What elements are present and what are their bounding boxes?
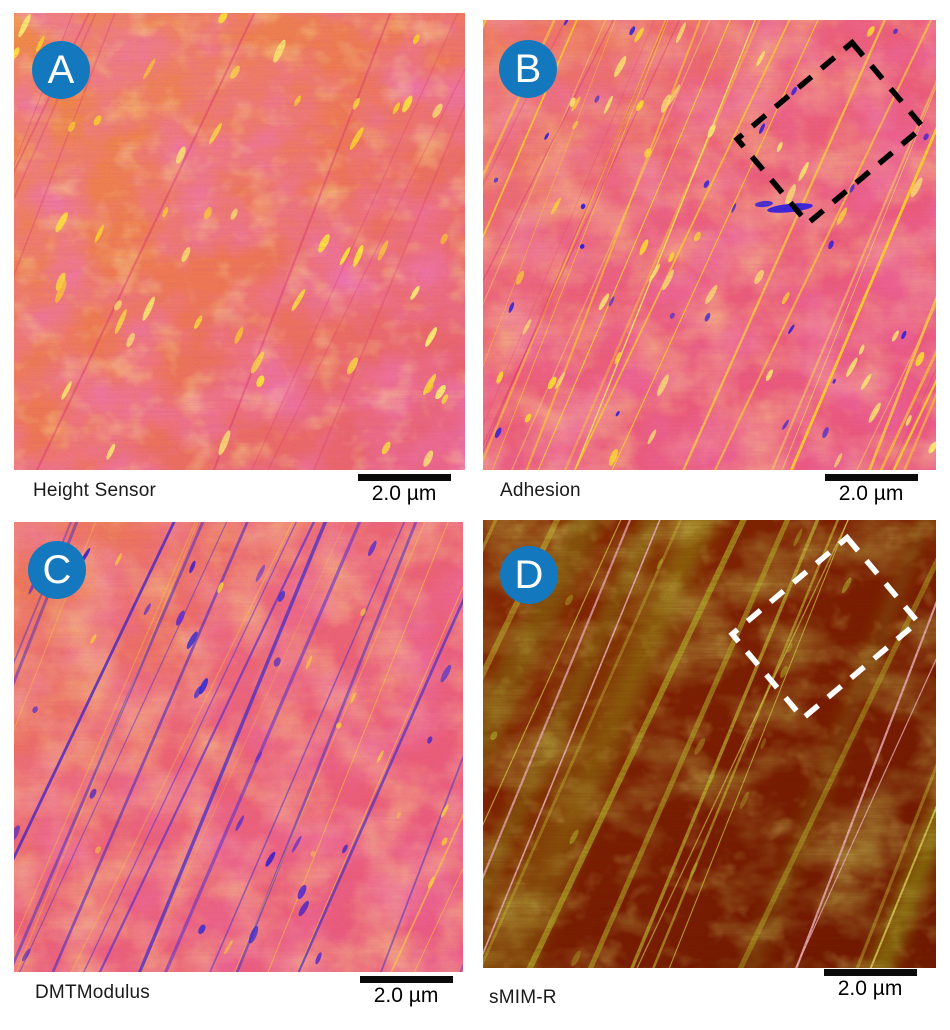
panel-label-badge-d: D [500, 546, 558, 604]
afm-image-height-sensor [14, 13, 465, 470]
panel-caption-d: sMIM-R [489, 987, 557, 1008]
afm-image-dmtmodulus [14, 522, 463, 972]
scale-bar-label-c: 2.0 µm [373, 984, 439, 1007]
scale-bar-group-d: 2.0 µm [814, 969, 926, 1001]
panel-caption-c: DMTModulus [35, 982, 150, 1003]
scale-bar-a [357, 474, 451, 481]
roi-dashed-box-white [728, 533, 922, 723]
scale-bar-label-a: 2.0 µm [371, 482, 437, 505]
scale-bar-c [359, 976, 453, 983]
scale-bar-group-b: 2.0 µm [815, 474, 927, 506]
scale-bar-group-c: 2.0 µm [350, 976, 462, 1008]
panel-caption-a: Height Sensor [33, 480, 157, 501]
panel-c: C [14, 522, 463, 972]
panel-b: B [483, 20, 936, 470]
afm-image-smim-r [483, 520, 936, 968]
scale-bar-label-b: 2.0 µm [838, 482, 904, 505]
panel-d: D [483, 520, 936, 968]
panel-label-badge-b: B [499, 40, 557, 98]
scale-bar-label-d: 2.0 µm [837, 977, 903, 1000]
scale-bar-b [824, 474, 918, 481]
afm-image-adhesion [483, 20, 936, 470]
scale-bar-group-a: 2.0 µm [348, 474, 460, 506]
panel-a: A [14, 13, 465, 470]
roi-dashed-box-black [733, 38, 927, 228]
panel-label-badge-a: A [32, 41, 90, 99]
panel-label-badge-c: C [28, 541, 86, 599]
panel-caption-b: Adhesion [500, 480, 581, 501]
scale-bar-d [823, 969, 917, 976]
